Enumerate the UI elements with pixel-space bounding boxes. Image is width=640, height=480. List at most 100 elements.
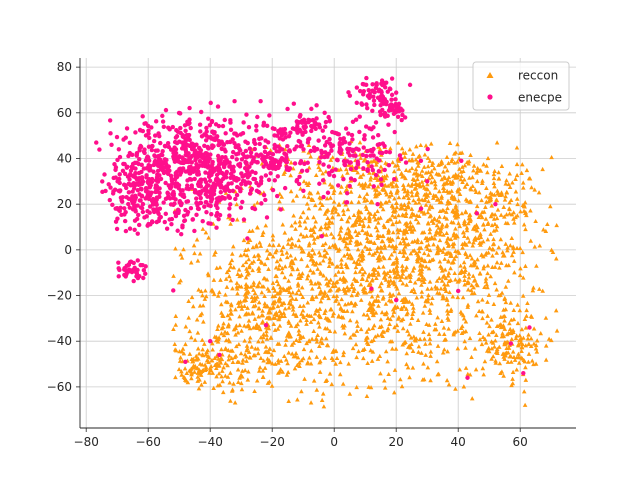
enecpe-point [216, 166, 222, 171]
reccon-point [478, 231, 483, 236]
reccon-point [254, 378, 260, 383]
reccon-point [317, 206, 323, 211]
reccon-point [196, 287, 201, 292]
legend-label-reccon: reccon [518, 69, 558, 83]
reccon-point [277, 323, 283, 328]
reccon-point [524, 313, 529, 318]
reccon-point [474, 170, 479, 175]
enecpe-point [348, 160, 353, 165]
reccon-point [447, 289, 452, 295]
reccon-point [250, 267, 255, 273]
reccon-point [502, 253, 507, 258]
reccon-point [176, 366, 182, 372]
reccon-point [383, 349, 389, 354]
reccon-point [309, 196, 314, 202]
reccon-point [235, 330, 241, 335]
reccon-point [394, 189, 400, 194]
enecpe-point [263, 173, 269, 178]
reccon-point [178, 355, 183, 360]
reccon-point [470, 243, 476, 248]
reccon-point [447, 140, 453, 145]
enecpe-point [147, 182, 152, 187]
enecpe-point [354, 100, 359, 105]
enecpe-point [138, 144, 144, 149]
reccon-point [358, 155, 363, 160]
reccon-point [220, 379, 225, 384]
reccon-point [306, 150, 312, 155]
reccon-point [327, 371, 333, 376]
reccon-point [251, 280, 257, 285]
reccon-point [392, 274, 398, 279]
enecpe-point [116, 260, 121, 265]
reccon-point [374, 275, 379, 281]
reccon-point [427, 341, 433, 346]
reccon-point [366, 214, 372, 219]
reccon-point [307, 241, 312, 246]
reccon-point [211, 385, 216, 390]
reccon-point [359, 276, 365, 281]
reccon-point [430, 257, 436, 262]
enecpe-point [114, 206, 120, 211]
reccon-point [294, 290, 300, 296]
enecpe-point [376, 89, 382, 94]
reccon-point [278, 257, 283, 262]
reccon-point [461, 329, 466, 334]
reccon-point [368, 211, 373, 216]
reccon-point [195, 378, 201, 383]
reccon-point [383, 176, 389, 181]
reccon-point [309, 286, 315, 291]
reccon-point [179, 372, 184, 377]
reccon-point [318, 270, 323, 275]
legend: reccon enecpe [472, 61, 570, 111]
reccon-point [395, 230, 401, 235]
enecpe-point [115, 179, 120, 184]
enecpe-point [203, 151, 208, 156]
reccon-point [402, 154, 408, 159]
enecpe-point [283, 131, 288, 136]
x-tick-label: 40 [451, 435, 466, 449]
reccon-point [381, 329, 387, 334]
reccon-point [505, 278, 511, 283]
enecpe-point [254, 188, 260, 193]
reccon-point [311, 240, 317, 245]
reccon-point [320, 202, 325, 207]
x-tick-label: 20 [389, 435, 404, 449]
enecpe-point [326, 151, 331, 157]
enecpe-point [145, 123, 151, 129]
enecpe-point [309, 128, 314, 134]
reccon-point [348, 335, 353, 340]
reccon-point [234, 343, 239, 349]
reccon-point [446, 160, 451, 166]
reccon-point [247, 354, 253, 360]
reccon-point [422, 152, 428, 157]
enecpe-point [134, 216, 140, 222]
enecpe-point [225, 187, 230, 192]
reccon-point [370, 301, 376, 306]
reccon-point [505, 248, 510, 253]
enecpe-point [252, 146, 257, 152]
reccon-point [317, 291, 322, 296]
enecpe-point [320, 178, 326, 183]
reccon-point [415, 237, 421, 242]
reccon-point [405, 188, 411, 193]
enecpe-point [254, 123, 259, 129]
reccon-point [391, 309, 397, 314]
reccon-point [374, 249, 380, 254]
enecpe-point [364, 75, 369, 81]
reccon-point [448, 251, 454, 256]
reccon-point [444, 239, 449, 244]
reccon-point [429, 180, 434, 185]
reccon-point [441, 325, 447, 330]
enecpe-point [272, 145, 277, 151]
reccon-point [475, 283, 480, 288]
reccon-point [398, 277, 403, 282]
reccon-point [457, 277, 463, 282]
enecpe-point [208, 152, 213, 157]
enecpe-point [126, 153, 131, 159]
enecpe-point [394, 297, 399, 303]
reccon-point [438, 286, 444, 291]
enecpe-point [230, 188, 236, 194]
reccon-point [311, 378, 317, 383]
reccon-point [427, 214, 433, 219]
enecpe-point [197, 200, 203, 206]
